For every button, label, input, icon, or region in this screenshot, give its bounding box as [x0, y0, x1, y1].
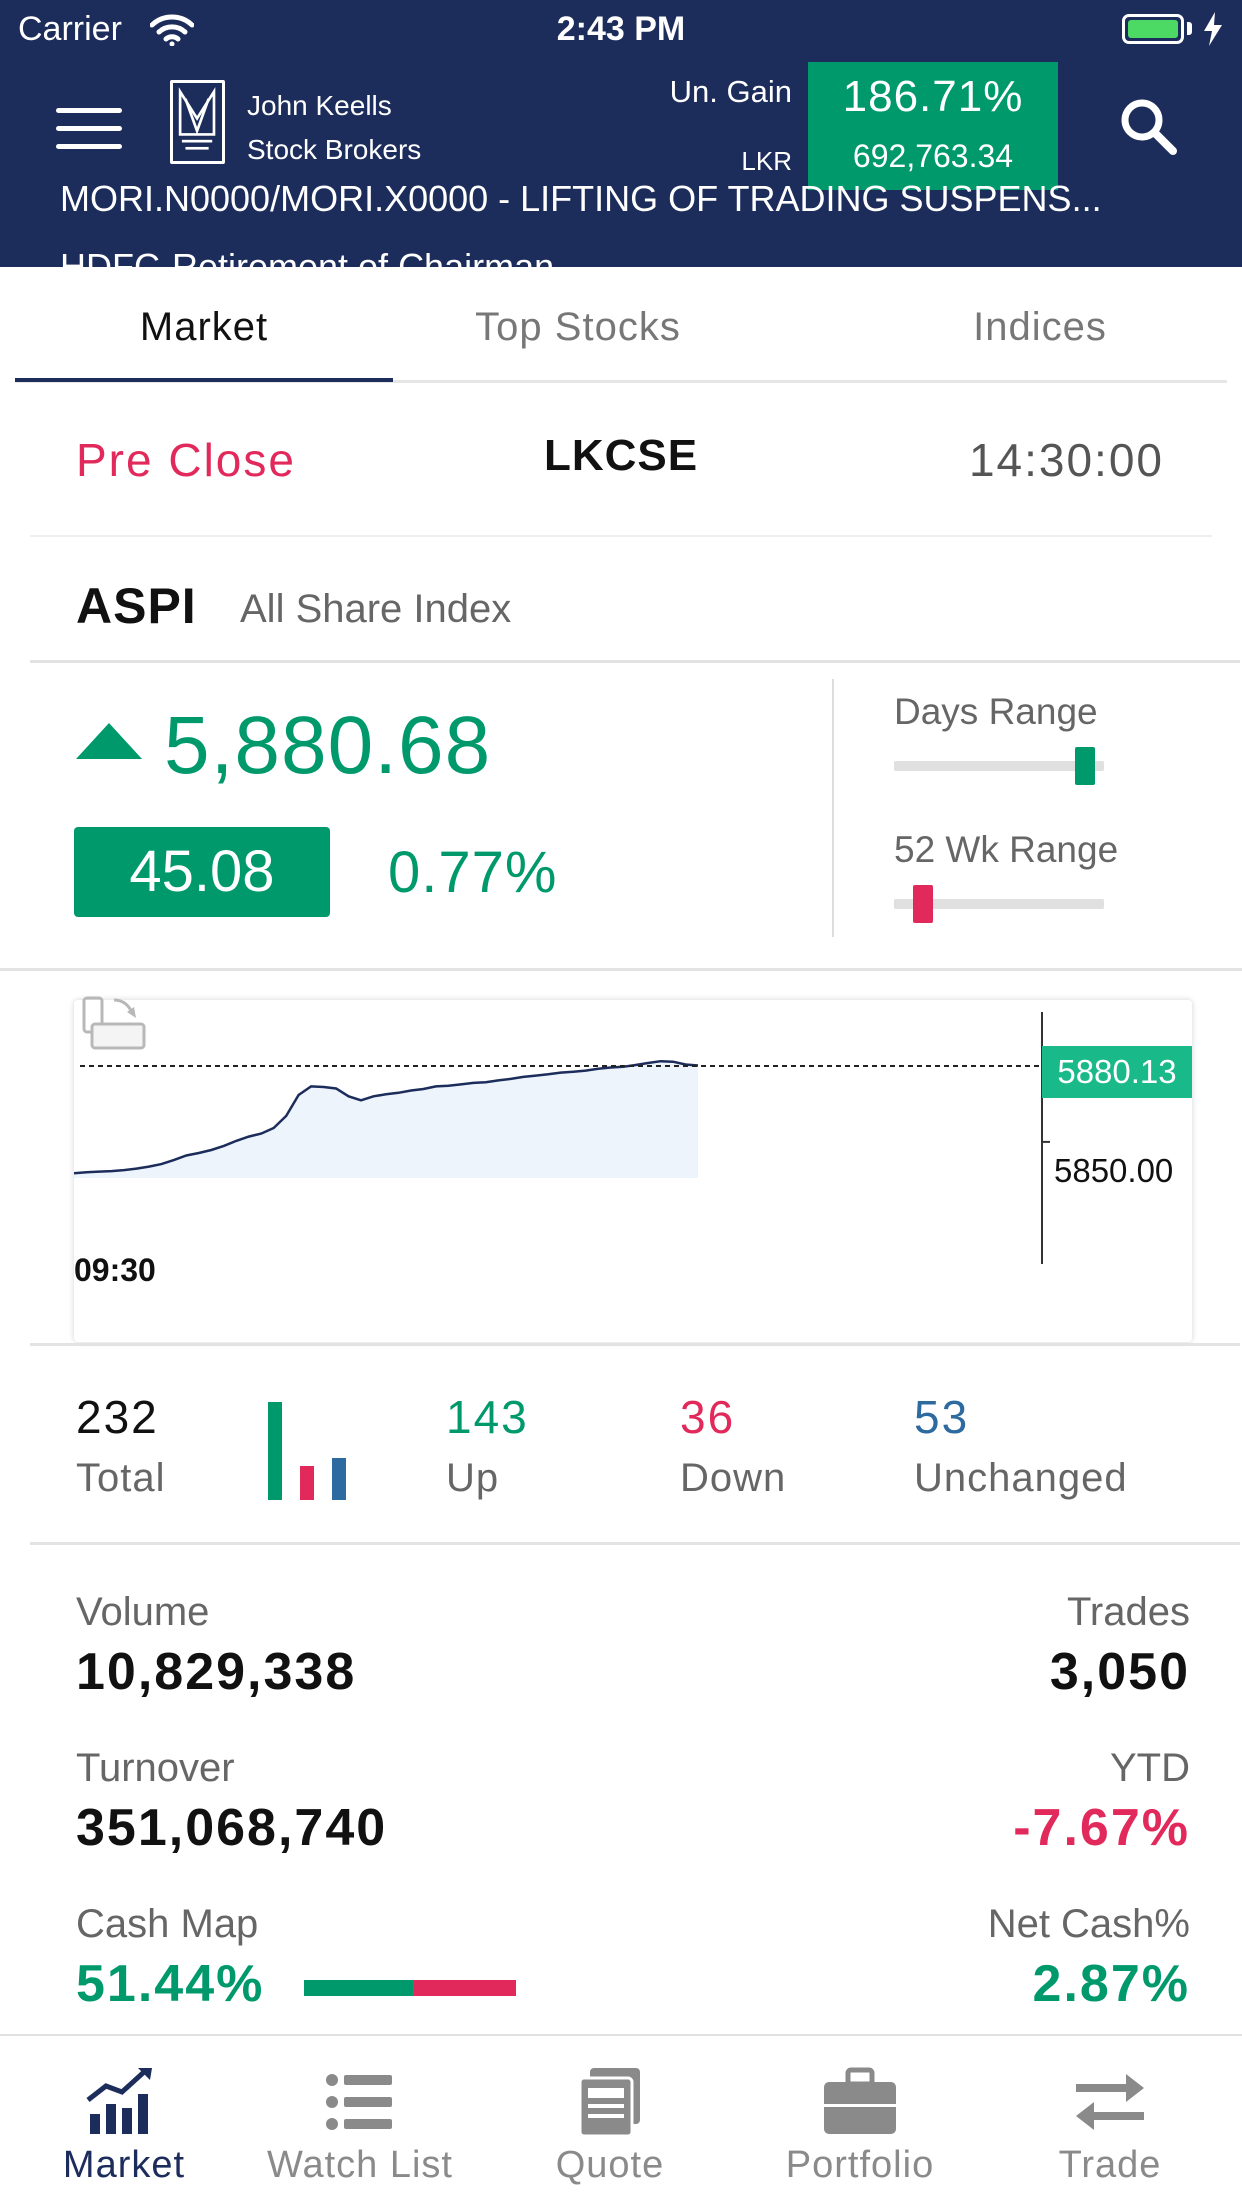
net-cash-value: 2.87%	[1032, 1955, 1190, 2013]
x-axis-start-label: 09:30	[74, 1252, 156, 1288]
intraday-chart[interactable]	[74, 1000, 1192, 1342]
tab-market[interactable]: Market	[139, 305, 269, 349]
up-count: 143	[446, 1391, 529, 1443]
brand-line-2: Stock Brokers	[247, 134, 422, 165]
battery-icon	[1122, 14, 1184, 44]
list-icon	[326, 2074, 392, 2130]
nav-trade[interactable]: Trade	[986, 2036, 1234, 2208]
unrealized-gain-label: Un. Gain	[669, 74, 792, 109]
vertical-divider	[832, 679, 834, 937]
index-change-percentage: 0.77%	[388, 840, 558, 905]
market-session-status: Pre Close	[76, 434, 296, 486]
active-tab-indicator	[15, 378, 393, 382]
index-value: 5,880.68	[164, 700, 492, 791]
battery-tip	[1187, 22, 1192, 35]
chart-price-line	[74, 1059, 699, 1175]
brand-name: John Keells Stock Brokers	[247, 84, 421, 172]
volume-label: Volume	[76, 1590, 210, 1634]
market-breadth: 232 Total 143 Up 36 Down 53 Unchanged	[30, 1343, 1240, 1545]
gain-percentage: 186.71%	[842, 72, 1024, 121]
ytd-label: YTD	[1110, 1746, 1190, 1790]
index-value-block: 5,880.68 45.08 0.77% Days Range 52 Wk Ra…	[0, 663, 1242, 971]
john-keells-logo	[170, 80, 225, 164]
nav-quote[interactable]: Quote	[486, 2036, 734, 2208]
down-label: Down	[680, 1456, 787, 1500]
days-range-label: Days Range	[894, 691, 1098, 732]
y-axis-tick-label: 5850.00	[1054, 1152, 1174, 1189]
index-title-row: ASPI All Share Index	[30, 537, 1240, 663]
days-range-marker	[1074, 747, 1095, 785]
unchanged-count: 53	[914, 1391, 970, 1443]
chart-area-fill	[74, 1061, 698, 1178]
turnover-label: Turnover	[76, 1746, 235, 1790]
cash-map-value: 51.44%	[76, 1955, 265, 2013]
swap-arrows-icon	[1076, 2074, 1144, 2130]
volume-value: 10,829,338	[76, 1643, 357, 1701]
cash-out-segment	[413, 1980, 516, 1996]
news-ticker-next[interactable]: HDFC-Retirement of Chairman	[60, 246, 555, 267]
index-code: ASPI	[76, 578, 197, 634]
market-tabs: Market Top Stocks Indices	[15, 267, 1227, 383]
briefcase-icon	[824, 2067, 896, 2134]
breadth-bars-icon	[268, 1402, 346, 1500]
nav-market-label: Market	[62, 2144, 186, 2186]
nav-portfolio-label: Portfolio	[785, 2144, 935, 2186]
status-bar: Carrier 2:43 PM	[0, 0, 1242, 60]
index-change: 45.08	[74, 827, 330, 917]
carrier-label: Carrier	[18, 10, 122, 48]
nav-watch-list[interactable]: Watch List	[236, 2036, 484, 2208]
wifi-icon	[150, 14, 194, 46]
up-arrow-icon	[76, 723, 142, 759]
trades-value: 3,050	[1049, 1643, 1190, 1701]
52wk-range-marker	[913, 885, 933, 923]
gain-value: 692,763.34	[852, 138, 1014, 174]
news-ticker[interactable]: MORI.N0000/MORI.X0000 - LIFTING OF TRADI…	[60, 178, 1102, 219]
cash-map-bar	[304, 1980, 516, 1996]
52wk-range-label: 52 Wk Range	[894, 829, 1119, 870]
last-price-tag: 5880.13	[1042, 1046, 1192, 1098]
bottom-navigation: Market Watch List Quote Portfolio	[0, 2034, 1242, 2208]
exchange-name[interactable]: LKCSE	[543, 431, 699, 480]
52wk-range-track	[894, 885, 1104, 923]
nav-market[interactable]: Market	[0, 2036, 248, 2208]
ytd-value: -7.67%	[1013, 1799, 1190, 1857]
app-header: Carrier 2:43 PM John Keells Stock Broker…	[0, 0, 1242, 267]
search-icon[interactable]	[1118, 96, 1180, 156]
brand-line-1: John Keells	[247, 90, 392, 121]
gain-currency: LKR	[741, 146, 792, 176]
nav-portfolio[interactable]: Portfolio	[736, 2036, 984, 2208]
total-count: 232	[76, 1391, 159, 1443]
status-time: 2:43 PM	[556, 10, 686, 48]
cash-in-segment	[304, 1980, 414, 1996]
net-cash-label: Net Cash%	[987, 1902, 1190, 1946]
market-chart-icon	[86, 2068, 152, 2134]
unrealized-gain-box[interactable]: 186.71% 692,763.34	[808, 62, 1058, 190]
down-count: 36	[680, 1391, 736, 1443]
market-time: 14:30:00	[968, 434, 1164, 486]
trades-label: Trades	[1066, 1590, 1190, 1634]
turnover-value: 351,068,740	[76, 1799, 388, 1857]
cash-map-label: Cash Map	[76, 1902, 259, 1946]
tab-indices[interactable]: Indices	[973, 305, 1107, 349]
nav-watch-list-label: Watch List	[267, 2144, 453, 2186]
exchange-status-row: Pre Close LKCSE 14:30:00	[30, 383, 1212, 537]
days-range-track	[894, 747, 1104, 785]
hamburger-menu-icon[interactable]	[56, 108, 122, 150]
index-name: All Share Index	[240, 587, 512, 631]
unchanged-label: Unchanged	[914, 1456, 1128, 1500]
total-label: Total	[76, 1456, 166, 1500]
quote-icon	[578, 2068, 640, 2138]
nav-trade-label: Trade	[1058, 2144, 1162, 2186]
nav-quote-label: Quote	[555, 2144, 665, 2186]
up-label: Up	[446, 1456, 500, 1500]
tab-top-stocks[interactable]: Top Stocks	[475, 305, 681, 349]
charging-bolt-icon	[1204, 12, 1222, 46]
rotate-device-icon[interactable]	[80, 994, 148, 1054]
